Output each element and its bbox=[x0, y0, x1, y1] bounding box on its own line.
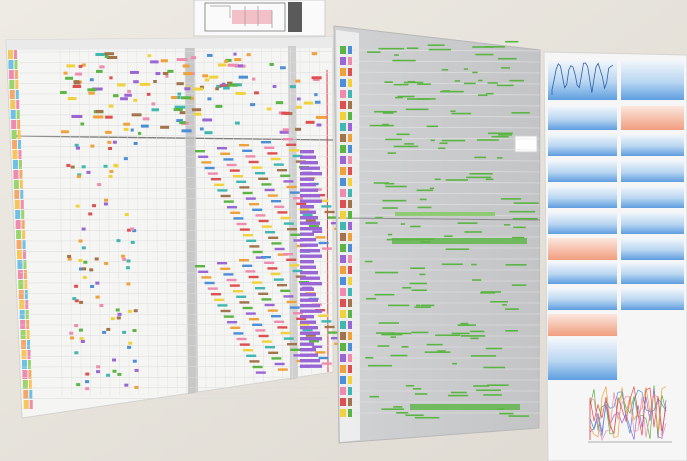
left-poster bbox=[5, 36, 354, 419]
sticky-note bbox=[514, 135, 538, 153]
right-poster bbox=[543, 51, 687, 461]
middle-poster bbox=[333, 25, 541, 444]
floor-plan-sheet bbox=[193, 0, 326, 37]
